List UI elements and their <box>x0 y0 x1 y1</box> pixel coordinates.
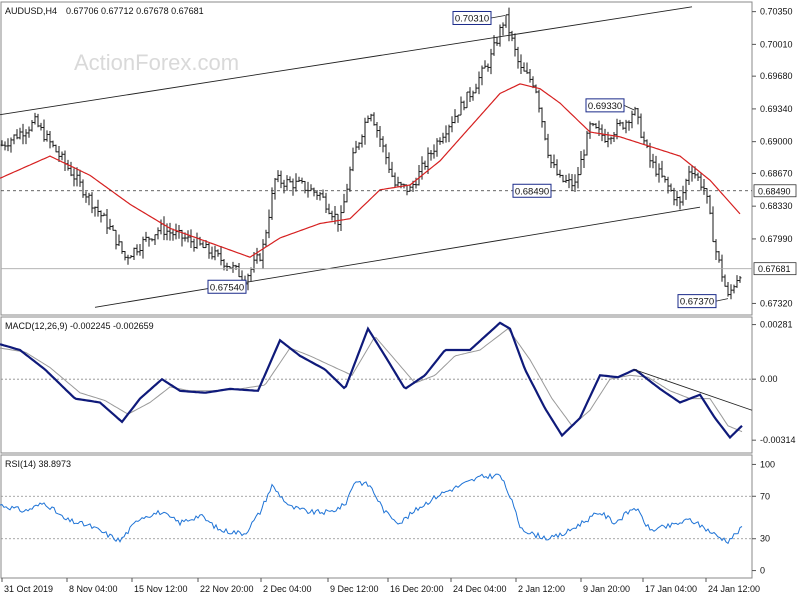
time-axis-label: 15 Nov 12:00 <box>134 584 188 594</box>
symbol-timeframe: AUDUSD,H4 <box>5 6 57 16</box>
annotation-box <box>207 279 247 294</box>
macd-trendline <box>633 369 753 411</box>
price-axis-label: 0.67990 <box>760 234 793 244</box>
price-axis-label: 0.69680 <box>760 71 793 81</box>
current-price-box <box>753 262 797 276</box>
rsi-axis-label: 70 <box>760 491 770 501</box>
price-axis-label: 0.70010 <box>760 39 793 49</box>
time-axis-label: 16 Dec 20:00 <box>390 584 444 594</box>
annotation-leader <box>715 298 729 302</box>
time-axis-label: 8 Nov 04:00 <box>69 584 118 594</box>
level-price-label: 0.68490 <box>758 186 791 196</box>
macd-pane <box>0 316 753 454</box>
annotation-leader <box>623 104 635 111</box>
annotation-label: 0.67370 <box>680 297 714 308</box>
price-axis-label: 0.69000 <box>760 137 793 147</box>
annotation-box <box>512 183 552 198</box>
price-axis-label: 0.70350 <box>760 7 793 17</box>
price-pane <box>0 1 753 316</box>
macd-line <box>0 321 743 440</box>
channel-trendline <box>94 206 701 308</box>
time-axis-label: 22 Nov 20:00 <box>200 584 254 594</box>
rsi-pane <box>0 454 753 579</box>
watermark: ActionForex.com <box>74 50 239 75</box>
annotation-label: 0.70310 <box>455 13 489 24</box>
time-axis-label: 9 Jan 20:00 <box>583 584 630 594</box>
rsi-axis-label: 30 <box>760 534 770 544</box>
price-axis-label: 0.69340 <box>760 104 793 114</box>
annotation-label: 0.69330 <box>588 101 622 112</box>
macd-axis-label: -0.00314 <box>760 435 796 445</box>
annotation-box <box>452 10 492 25</box>
time-axis-label: 24 Jan 12:00 <box>708 584 760 594</box>
annotation-leader <box>490 15 506 19</box>
price-axis-label: 0.68330 <box>760 201 793 211</box>
annotation-box <box>677 294 717 309</box>
rsi-title: RSI(14) 38.8973 <box>5 459 71 469</box>
moving-average-line <box>0 83 741 258</box>
rsi-line <box>0 472 743 545</box>
macd-axis-label: 0.00281 <box>760 320 793 330</box>
time-axis-label: 24 Dec 04:00 <box>453 584 507 594</box>
macd-title: MACD(12,26,9) -0.002245 -0.002659 <box>5 321 154 331</box>
price-axis-label: 0.67320 <box>760 298 793 308</box>
annotation-box <box>585 98 625 113</box>
macd-axis-label: 0.00 <box>760 374 778 384</box>
time-axis-label: 31 Oct 2019 <box>4 584 53 594</box>
time-axis-label: 2 Jan 12:00 <box>518 584 565 594</box>
ohlc-readout: 0.67706 0.67712 0.67678 0.67681 <box>66 6 204 16</box>
annotation-label: 0.68490 <box>515 186 549 197</box>
time-axis-label: 9 Dec 12:00 <box>330 584 379 594</box>
current-price-label: 0.67681 <box>758 264 791 274</box>
rsi-axis-label: 100 <box>760 459 775 469</box>
annotation-label: 0.67540 <box>210 282 244 293</box>
channel-trendline <box>0 6 693 116</box>
time-axis-label: 2 Dec 04:00 <box>263 584 312 594</box>
time-axis-label: 17 Jan 04:00 <box>645 584 697 594</box>
level-price-box <box>753 184 797 198</box>
rsi-axis-label: 0 <box>760 566 765 576</box>
price-axis-label: 0.68670 <box>760 168 793 178</box>
